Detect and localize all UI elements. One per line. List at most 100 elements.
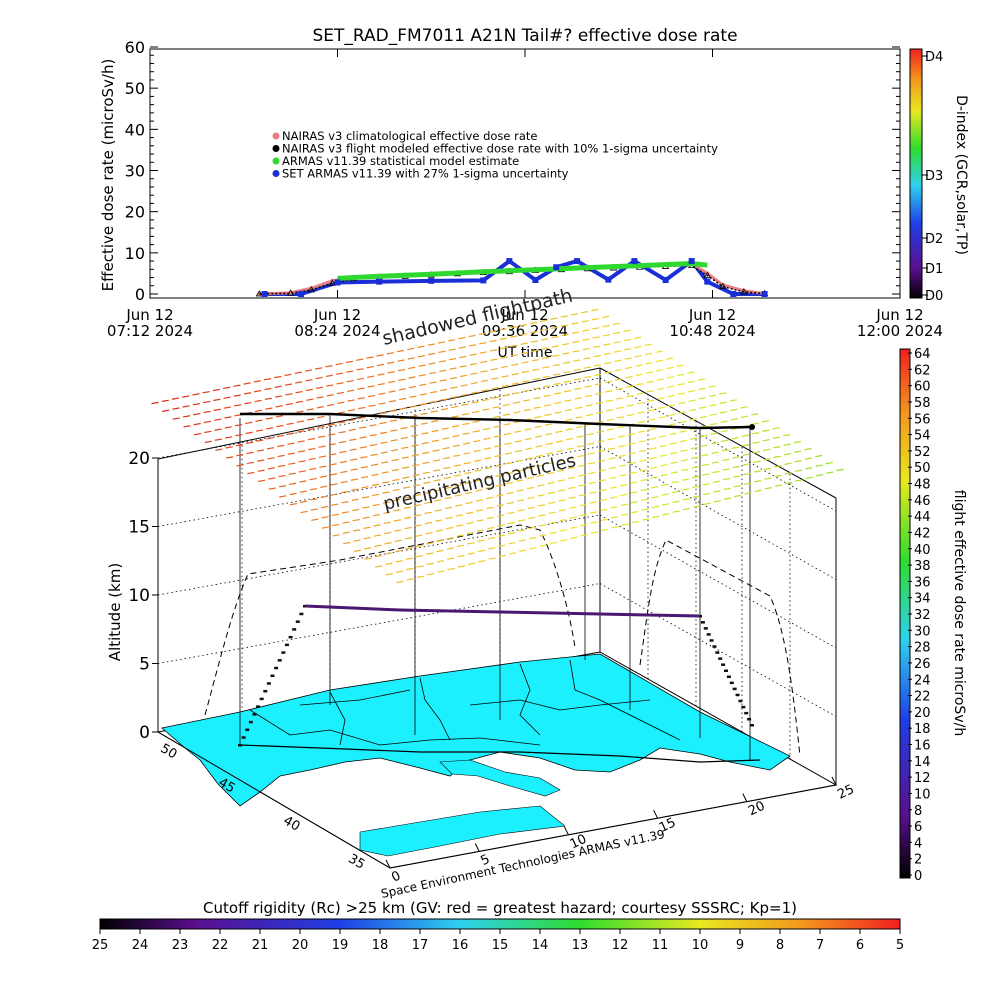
- particle-mark: [592, 327, 600, 330]
- particle-mark: [636, 383, 644, 386]
- particle-mark: [448, 339, 456, 342]
- legend-marker: [272, 132, 280, 140]
- cutoff-tick-label: 5: [896, 938, 904, 953]
- particle-mark: [752, 432, 760, 435]
- particle-mark: [367, 394, 376, 398]
- y-axis-ticks: 0 10 20 30 40 50 60: [125, 38, 900, 304]
- particle-mark: [670, 451, 678, 455]
- legend: NAIRAS v3 climatological effective dose …: [272, 129, 718, 181]
- particle-mark: [370, 453, 378, 457]
- particle-mark: [317, 415, 325, 419]
- particle-mark: [407, 347, 415, 351]
- particle-mark: [650, 476, 658, 479]
- particle-mark: [309, 467, 317, 471]
- particle-mark: [568, 486, 576, 490]
- particle-mark: [203, 410, 211, 414]
- particle-mark: [362, 506, 370, 509]
- particle-mark: [246, 461, 255, 465]
- series-set-armas-point: [730, 291, 737, 297]
- particle-mark: [645, 352, 653, 356]
- particle-mark: [634, 355, 643, 358]
- particle-mark: [556, 459, 564, 463]
- particle-mark: [836, 468, 844, 472]
- particle-mark: [336, 372, 344, 375]
- particle-mark: [254, 389, 262, 393]
- particle-mark: [295, 381, 303, 384]
- particle-mark: [288, 472, 296, 475]
- particle-mark: [414, 524, 422, 527]
- particle-mark: [474, 459, 482, 462]
- descent-marker: [724, 669, 728, 672]
- particle-mark: [341, 501, 349, 504]
- particle-mark: [495, 484, 503, 487]
- particle-mark: [668, 413, 676, 417]
- particle-mark: [593, 364, 602, 367]
- particle-mark: [224, 416, 232, 419]
- series-set-armas-point: [532, 277, 539, 284]
- particle-mark: [202, 400, 211, 404]
- particle-mark: [576, 445, 585, 448]
- particle-mark: [456, 544, 465, 548]
- particle-mark: [764, 487, 772, 490]
- particle-mark: [630, 501, 639, 504]
- particle-mark: [762, 439, 770, 442]
- x-tick-date: Jun 12: [500, 306, 548, 324]
- particle-mark: [285, 402, 293, 406]
- particle-mark: [348, 418, 356, 422]
- particle-mark: [568, 496, 576, 499]
- dose-tick-label: 40: [914, 543, 931, 558]
- particle-mark: [393, 509, 401, 512]
- particle-mark: [410, 424, 418, 428]
- particle-mark: [342, 521, 350, 524]
- particle-mark: [563, 380, 571, 383]
- particle-mark: [257, 459, 265, 462]
- descent-marker: [750, 724, 754, 727]
- particle-mark: [815, 464, 823, 467]
- particle-mark: [521, 370, 530, 374]
- particle-mark: [321, 516, 329, 519]
- particle-mark: [340, 470, 348, 474]
- particle-mark: [320, 485, 328, 489]
- particle-mark: [435, 529, 443, 532]
- cutoff-tick-label: 23: [172, 938, 189, 953]
- particle-mark: [541, 338, 549, 341]
- particle-mark: [359, 446, 368, 449]
- particle-mark: [349, 448, 357, 451]
- particle-mark: [377, 373, 385, 376]
- particle-mark: [470, 372, 478, 375]
- land-europe: [161, 653, 791, 807]
- particle-mark: [571, 322, 579, 325]
- particle-mark: [565, 428, 573, 431]
- particle-mark: [384, 542, 392, 545]
- particle-mark: [608, 457, 616, 460]
- particle-mark: [606, 409, 614, 412]
- particle-mark: [366, 365, 374, 369]
- particle-mark: [503, 413, 511, 416]
- particle-mark: [687, 380, 695, 384]
- series-set-armas-point: [631, 258, 638, 265]
- particle-mark: [596, 421, 604, 424]
- particle-mark: [617, 435, 625, 438]
- particle-mark: [573, 378, 582, 381]
- particle-mark: [498, 554, 506, 558]
- series-set-armas-point: [704, 278, 711, 285]
- series-set-armas-point: [506, 258, 513, 265]
- particle-mark: [489, 349, 498, 352]
- particle-mark: [369, 424, 377, 427]
- particle-mark: [390, 439, 398, 442]
- particle-mark: [437, 570, 445, 573]
- particle-mark: [678, 401, 686, 405]
- particle-mark: [440, 388, 448, 392]
- particle-mark: [531, 359, 539, 362]
- particle-mark: [399, 407, 407, 410]
- particle-mark: [409, 395, 417, 398]
- particle-mark: [461, 413, 469, 416]
- particle-mark: [537, 494, 545, 497]
- particle-mark: [605, 399, 614, 402]
- particle-mark: [419, 393, 427, 396]
- particle-mark: [549, 541, 558, 545]
- particle-mark: [428, 352, 436, 356]
- particle-mark: [265, 417, 273, 420]
